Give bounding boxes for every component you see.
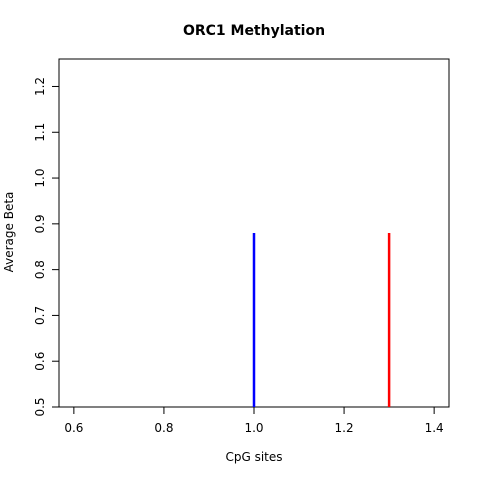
y-tick-label: 0.5 [33, 397, 47, 416]
x-tick-label: 1.0 [244, 421, 263, 435]
x-axis-label: CpG sites [225, 450, 282, 464]
chart-title: ORC1 Methylation [183, 23, 325, 39]
y-tick-label: 0.6 [33, 352, 47, 371]
y-tick-label: 1.0 [33, 169, 47, 188]
x-tick-label: 1.4 [425, 421, 444, 435]
x-tick-label: 0.8 [154, 421, 173, 435]
y-tick-label: 0.7 [33, 306, 47, 325]
x-axis: 0.6 0.8 1.0 1.2 1.4 [64, 406, 444, 435]
y-tick-label: 1.2 [33, 77, 47, 96]
x-tick-label: 1.2 [335, 421, 354, 435]
y-tick-label: 0.8 [33, 260, 47, 279]
y-axis-label: Average Beta [2, 192, 16, 273]
x-tick-label: 0.6 [64, 421, 83, 435]
y-axis: 0.5 0.6 0.7 0.8 0.9 1.0 1.1 1.2 [33, 77, 60, 417]
y-tick-label: 0.9 [33, 214, 47, 233]
y-tick-label: 1.1 [33, 123, 47, 142]
data-series [252, 233, 391, 407]
